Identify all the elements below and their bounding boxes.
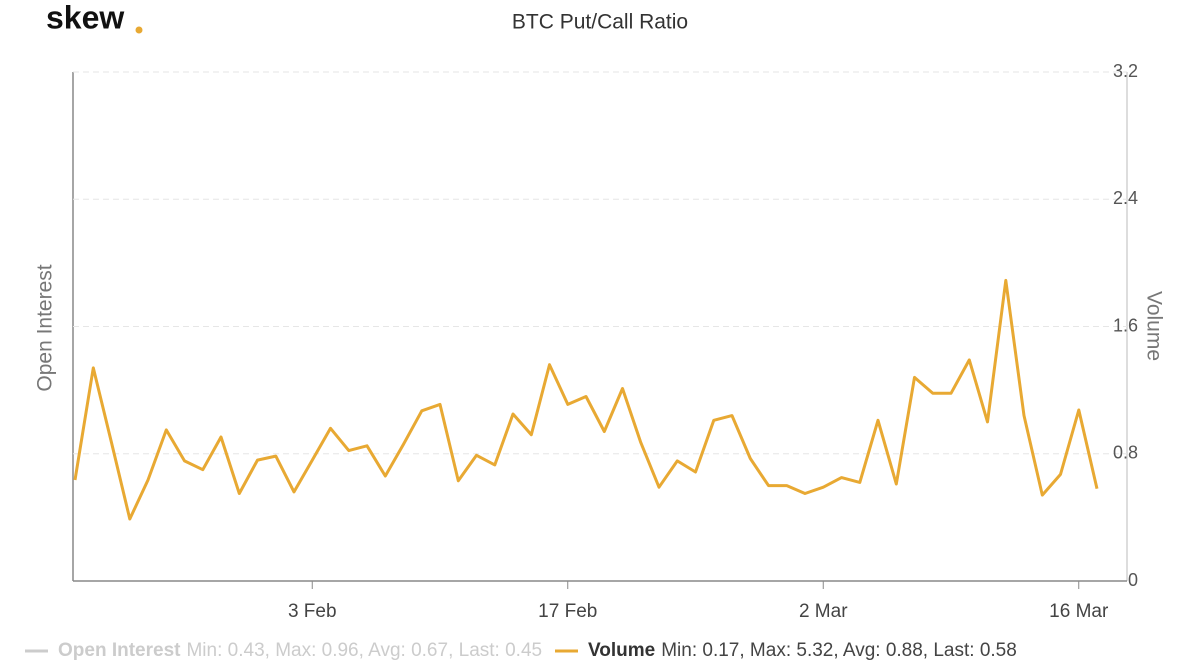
legend-summary: Min: 0.43, Max: 0.96, Avg: 0.67, Last: 0… — [186, 640, 542, 661]
logo-dot — [135, 26, 143, 34]
y2-axis-label: Volume — [1142, 291, 1165, 361]
legend-entry: Open Interest Min: 0.43, Max: 0.96, Avg: … — [58, 640, 542, 661]
legend-name: Volume — [588, 640, 655, 661]
x-tick-label: 16 Mar — [1049, 601, 1109, 622]
data-line — [73, 278, 1099, 521]
logo: skew — [46, 0, 124, 35]
y-axis-label: Open Interest — [34, 264, 57, 391]
y2-tick-label: 0.8 — [1113, 443, 1138, 463]
y2-tick-label: 0 — [1128, 570, 1138, 590]
x-tick-label: 2 Mar — [799, 601, 848, 622]
x-tick-label: 17 Feb — [538, 601, 597, 622]
x-tick-label: 3 Feb — [288, 601, 337, 622]
legend-name: Open Interest — [58, 640, 181, 661]
legend-summary: Min: 0.17, Max: 5.32, Avg: 0.88, Last: 0… — [661, 640, 1017, 661]
y2-tick-label: 3.2 — [1113, 61, 1138, 81]
y2-tick-label: 2.4 — [1113, 188, 1138, 208]
legend-entry: Volume Min: 0.17, Max: 5.32, Avg: 0.88, L… — [588, 640, 1017, 661]
chart-title: BTC Put/Call Ratio — [512, 11, 688, 34]
y2-tick-label: 1.6 — [1113, 315, 1138, 335]
